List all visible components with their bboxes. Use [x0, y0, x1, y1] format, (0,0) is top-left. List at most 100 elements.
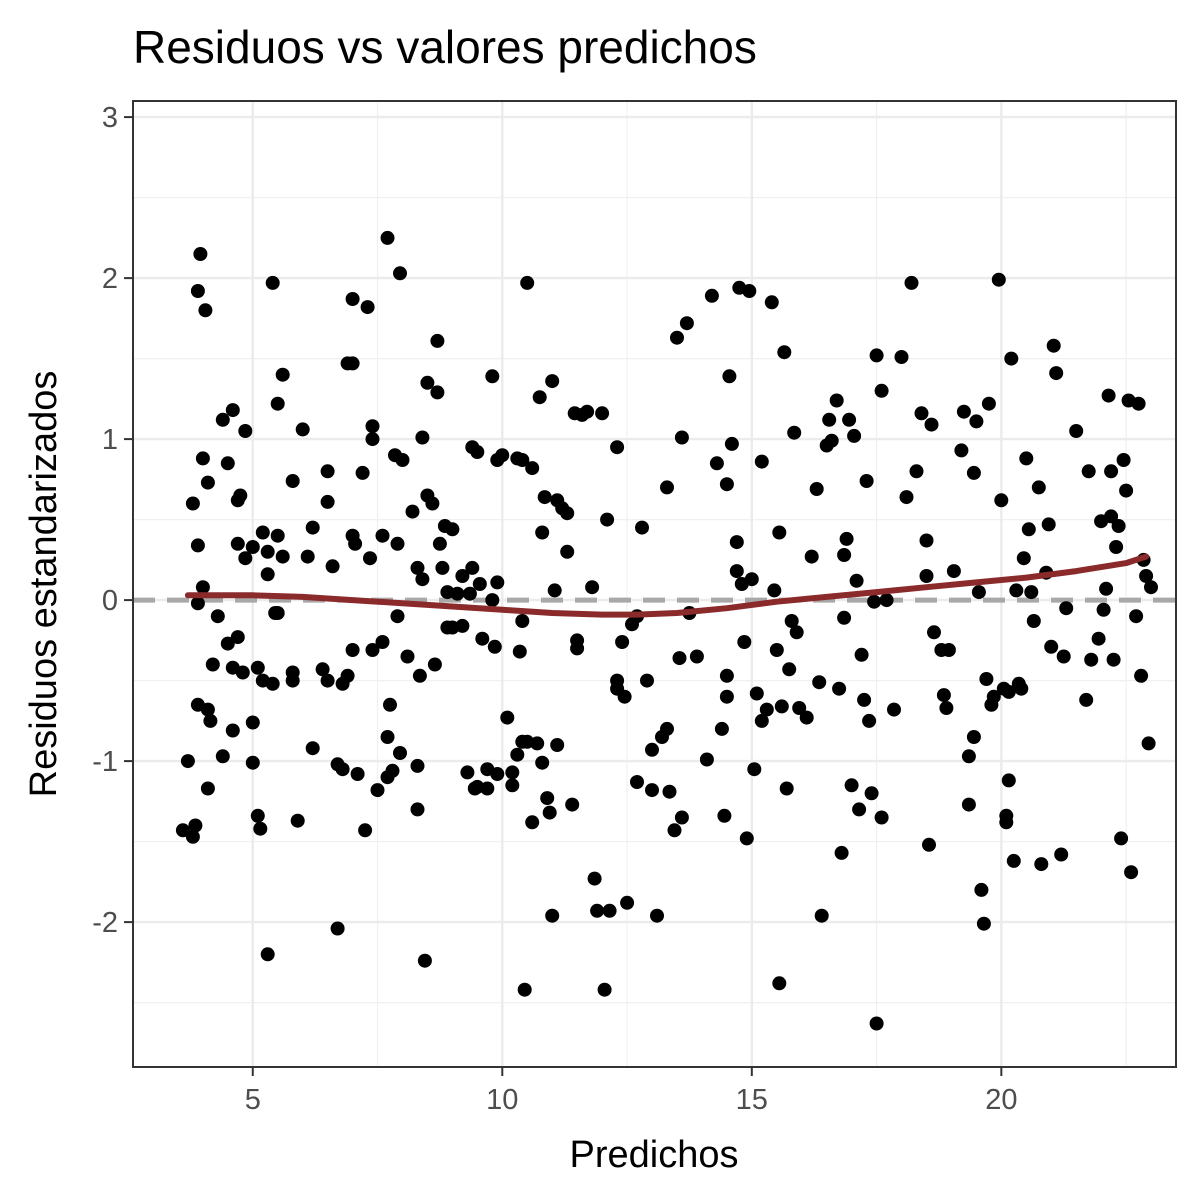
x-axis-title: Predichos	[570, 1134, 739, 1176]
residual-point	[430, 333, 445, 348]
residual-point	[1141, 736, 1156, 751]
residual-point	[285, 474, 300, 488]
residual-point	[275, 549, 290, 564]
residual-point	[325, 559, 340, 574]
residual-point	[1044, 639, 1059, 654]
residual-point	[969, 414, 984, 429]
residual-point	[250, 660, 265, 675]
residual-point	[490, 767, 505, 781]
residual-point	[480, 781, 495, 796]
residual-point	[560, 544, 575, 559]
residual-point	[844, 778, 859, 793]
residual-point	[315, 662, 330, 677]
residual-point	[410, 802, 425, 817]
residual-point	[919, 569, 934, 583]
residual-point	[420, 375, 435, 390]
residual-point	[380, 730, 395, 744]
residual-point	[1119, 483, 1134, 498]
residual-point	[380, 230, 395, 245]
residual-point	[350, 767, 365, 781]
y-tick-label: -2	[92, 907, 118, 939]
y-tick-label: 3	[102, 102, 118, 134]
residual-point	[667, 823, 682, 838]
x-tick-label: 10	[486, 1084, 518, 1116]
residual-point	[500, 710, 515, 725]
residual-point	[809, 482, 824, 496]
residual-point	[470, 445, 485, 459]
residual-point	[689, 649, 704, 664]
residual-point	[230, 630, 245, 645]
residual-point	[1009, 583, 1024, 598]
residual-point	[365, 432, 380, 447]
residual-point	[919, 533, 934, 548]
smooth-trend-line	[184, 553, 1150, 618]
residual-point	[238, 424, 253, 438]
residual-point	[363, 551, 377, 566]
residual-point	[585, 580, 600, 595]
residual-point	[717, 808, 732, 823]
residual-point	[415, 572, 430, 587]
residual-point	[390, 609, 405, 624]
residual-point	[799, 710, 814, 725]
residual-point	[200, 475, 215, 490]
residual-point	[971, 585, 986, 600]
residual-point	[837, 610, 852, 625]
residual-point	[320, 464, 335, 479]
residual-point	[602, 903, 617, 918]
residual-point	[729, 564, 744, 579]
residual-point	[525, 461, 540, 476]
residual-point	[635, 520, 649, 535]
residual-point	[867, 594, 882, 609]
residual-point	[709, 456, 724, 471]
residual-point	[540, 791, 555, 806]
residual-point	[1081, 464, 1096, 479]
residual-point	[510, 747, 525, 762]
residual-point	[203, 713, 218, 728]
residual-point	[954, 443, 969, 458]
residual-point	[966, 730, 981, 744]
residual-point	[782, 662, 797, 677]
residual-point	[188, 818, 203, 833]
residual-point	[739, 831, 754, 846]
residual-point	[914, 406, 929, 421]
residual-point	[335, 762, 350, 777]
residual-point	[545, 908, 560, 923]
residual-point	[779, 781, 794, 796]
residual-point	[485, 369, 500, 384]
residual-point	[375, 635, 390, 649]
residual-point	[330, 921, 345, 936]
residual-point	[385, 763, 400, 778]
residual-point	[804, 549, 819, 564]
residual-point	[674, 430, 689, 445]
residual-point	[360, 300, 375, 315]
plot-panel	[132, 100, 1177, 1068]
residual-point	[195, 580, 210, 595]
residual-point	[465, 560, 480, 575]
residual-point	[1111, 519, 1126, 533]
residual-point	[175, 823, 190, 838]
residual-point	[784, 614, 799, 628]
residual-point	[395, 453, 410, 467]
residual-point	[190, 538, 205, 553]
residual-point	[230, 536, 245, 551]
residual-point	[672, 651, 687, 666]
residual-point	[764, 295, 779, 310]
residual-point	[512, 644, 527, 659]
residual-point	[724, 436, 739, 451]
residual-point	[991, 272, 1006, 287]
residual-point	[722, 369, 737, 384]
residual-point	[505, 765, 520, 780]
residual-point	[1084, 652, 1099, 667]
y-tick-label: -1	[92, 746, 118, 778]
residual-point	[729, 535, 744, 550]
residual-point	[879, 593, 894, 608]
residual-point	[320, 673, 335, 688]
residual-point	[887, 702, 901, 717]
residual-point	[704, 288, 719, 303]
residual-point	[1059, 601, 1074, 616]
residual-point	[719, 689, 734, 704]
residual-point	[265, 676, 280, 691]
residual-point	[854, 647, 869, 662]
residual-point	[560, 506, 575, 521]
